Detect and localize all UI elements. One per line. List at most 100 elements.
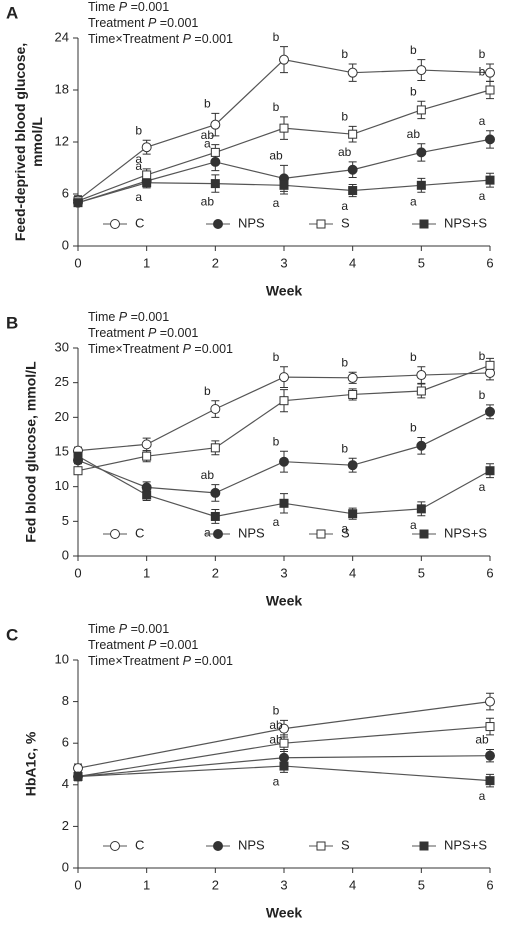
- stat-text: Time P =0.001: [88, 0, 169, 14]
- significance-letter: b: [273, 30, 280, 44]
- marker: [279, 396, 289, 406]
- marker: [416, 440, 427, 451]
- x-tick-label: 2: [212, 565, 219, 580]
- y-axis-title: Fed blood glucose, mmol/L: [23, 361, 39, 543]
- marker: [210, 487, 221, 498]
- legend-label: NPS: [238, 837, 265, 852]
- stat-part: P: [119, 622, 128, 636]
- x-tick-label: 4: [349, 877, 356, 892]
- marker: [210, 511, 220, 521]
- significance-letter: a: [479, 189, 486, 203]
- stat-text: Treatment P =0.001: [88, 638, 198, 652]
- y-tick-label: 0: [62, 237, 69, 252]
- significance-letter: ab: [201, 468, 215, 482]
- y-tick-label: 24: [55, 29, 69, 44]
- marker: [142, 451, 152, 461]
- marker: [485, 175, 495, 185]
- marker: [419, 529, 429, 539]
- stat-part: =0.001: [156, 16, 198, 30]
- marker: [279, 498, 289, 508]
- y-tick-label: 0: [62, 859, 69, 874]
- marker: [141, 142, 152, 153]
- legend-label: NPS+S: [444, 837, 487, 852]
- marker: [110, 529, 120, 539]
- x-tick-label: 6: [486, 565, 493, 580]
- panel-label: B: [6, 313, 18, 332]
- marker: [279, 761, 289, 771]
- marker: [316, 219, 326, 229]
- significance-letter: a: [135, 190, 142, 204]
- stat-text: Time P =0.001: [88, 310, 169, 324]
- marker: [485, 466, 495, 476]
- significance-letter: ab: [201, 194, 215, 208]
- marker: [485, 134, 495, 145]
- significance-letter: a: [273, 774, 280, 788]
- marker: [485, 722, 495, 732]
- stat-part: Time: [88, 310, 119, 324]
- marker: [485, 360, 495, 370]
- significance-letter: b: [410, 421, 417, 435]
- significance-letter: b: [341, 47, 348, 61]
- stat-part: P: [183, 654, 192, 668]
- y-tick-label: 12: [55, 133, 69, 148]
- significance-letter: b: [410, 84, 417, 98]
- panel-label: A: [6, 3, 18, 22]
- x-tick-label: 6: [486, 877, 493, 892]
- marker: [110, 219, 120, 229]
- y-tick-label: 18: [55, 81, 69, 96]
- x-tick-label: 4: [349, 255, 356, 270]
- marker: [210, 443, 220, 453]
- marker: [210, 119, 221, 130]
- stat-part: =0.001: [191, 32, 233, 46]
- marker: [279, 372, 289, 383]
- marker: [416, 147, 427, 158]
- marker: [485, 776, 495, 786]
- legend-label: C: [135, 525, 144, 540]
- significance-letter: a: [273, 196, 280, 210]
- legend-label: S: [341, 837, 350, 852]
- stat-part: Time: [88, 622, 119, 636]
- marker: [73, 451, 83, 461]
- significance-letter: b: [204, 97, 211, 111]
- significance-letter: a: [479, 480, 486, 494]
- stat-part: P: [183, 32, 192, 46]
- y-axis-title: HbA1c, %: [23, 731, 39, 796]
- x-tick-label: 1: [143, 877, 150, 892]
- y-tick-label: 30: [55, 339, 69, 354]
- stat-part: P: [183, 342, 192, 356]
- stat-text: Time×Treatment P =0.001: [88, 342, 233, 356]
- x-tick-label: 6: [486, 255, 493, 270]
- y-tick-label: 0: [62, 547, 69, 562]
- stat-part: =0.001: [127, 310, 169, 324]
- marker: [73, 466, 83, 476]
- stat-part: Treatment: [88, 16, 148, 30]
- significance-letter: b: [204, 384, 211, 398]
- significance-letter: a: [479, 789, 486, 803]
- stat-part: P: [119, 310, 128, 324]
- significance-letter: ab: [407, 127, 421, 141]
- significance-letter: a: [410, 194, 417, 208]
- marker: [416, 504, 426, 514]
- y-axis-title: Feed-deprived blood glucose,: [12, 43, 28, 241]
- stat-part: Time×Treatment: [88, 654, 183, 668]
- marker: [210, 147, 220, 157]
- stat-text: Treatment P =0.001: [88, 16, 198, 30]
- significance-letter: b: [273, 434, 280, 448]
- marker: [419, 841, 429, 851]
- significance-letter: ab: [201, 128, 215, 142]
- x-tick-label: 3: [280, 255, 287, 270]
- significance-letter: a: [204, 136, 211, 150]
- marker: [210, 404, 221, 415]
- y-tick-label: 25: [55, 374, 69, 389]
- stat-part: Time: [88, 0, 119, 14]
- marker: [73, 198, 83, 208]
- marker: [347, 372, 358, 383]
- stat-part: =0.001: [127, 0, 169, 14]
- marker: [416, 180, 426, 190]
- x-tick-label: 2: [212, 877, 219, 892]
- significance-letter: a: [135, 159, 142, 173]
- stat-part: Treatment: [88, 326, 148, 340]
- y-tick-label: 6: [62, 735, 69, 750]
- marker: [142, 490, 152, 500]
- significance-letter: b: [273, 350, 280, 364]
